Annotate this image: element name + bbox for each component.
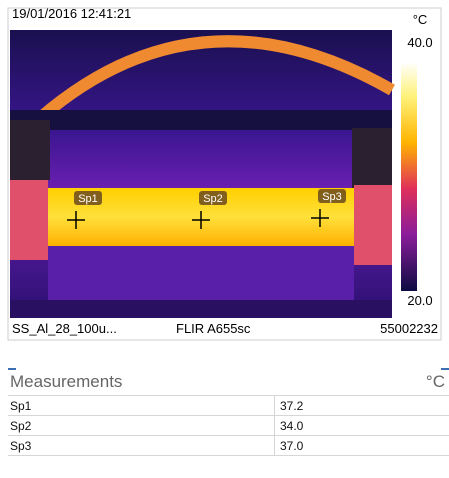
measurements-title: Measurements (10, 372, 122, 392)
measurements-header: Measurements °C (8, 368, 449, 396)
measurements-unit: °C (426, 372, 445, 392)
clamp-right (352, 128, 392, 188)
page: 19/01/2016 12:41:21 °C Sp1Sp2Sp3 40.0 20… (0, 0, 449, 478)
clamp-left (10, 120, 50, 180)
shadow (10, 110, 392, 130)
camera: FLIR A655sc (176, 321, 251, 336)
measurement-label: Sp3 (8, 436, 275, 456)
bottom-shadow (10, 300, 392, 318)
color-scale (400, 62, 418, 292)
spot-label: Sp2 (203, 193, 223, 205)
corner-mark (8, 368, 16, 370)
corner-mark (441, 368, 449, 370)
thermal-report: 19/01/2016 12:41:21 °C Sp1 Sp2 Sp3 40.0 20… (0, 0, 449, 360)
measurement-label: Sp2 (8, 416, 275, 436)
spot-label: Sp1 (78, 193, 98, 205)
scale-min: 20.0 (407, 293, 432, 308)
measurement-label: Sp1 (8, 396, 275, 416)
lower-plate (48, 246, 354, 306)
file-name: SS_Al_28_100u... (12, 321, 117, 336)
measurement-value: 37.0 (275, 436, 449, 456)
pad-left (10, 180, 48, 260)
measurement-value: 37.2 (275, 396, 449, 416)
timestamp: 19/01/2016 12:41:21 (12, 6, 131, 21)
pad-right (354, 185, 392, 265)
measurement-value: 34.0 (275, 416, 449, 436)
unit: °C (413, 12, 428, 27)
serial: 55002232 (380, 321, 438, 336)
scale-max: 40.0 (407, 35, 432, 50)
spot-label: Sp3 (322, 191, 342, 203)
